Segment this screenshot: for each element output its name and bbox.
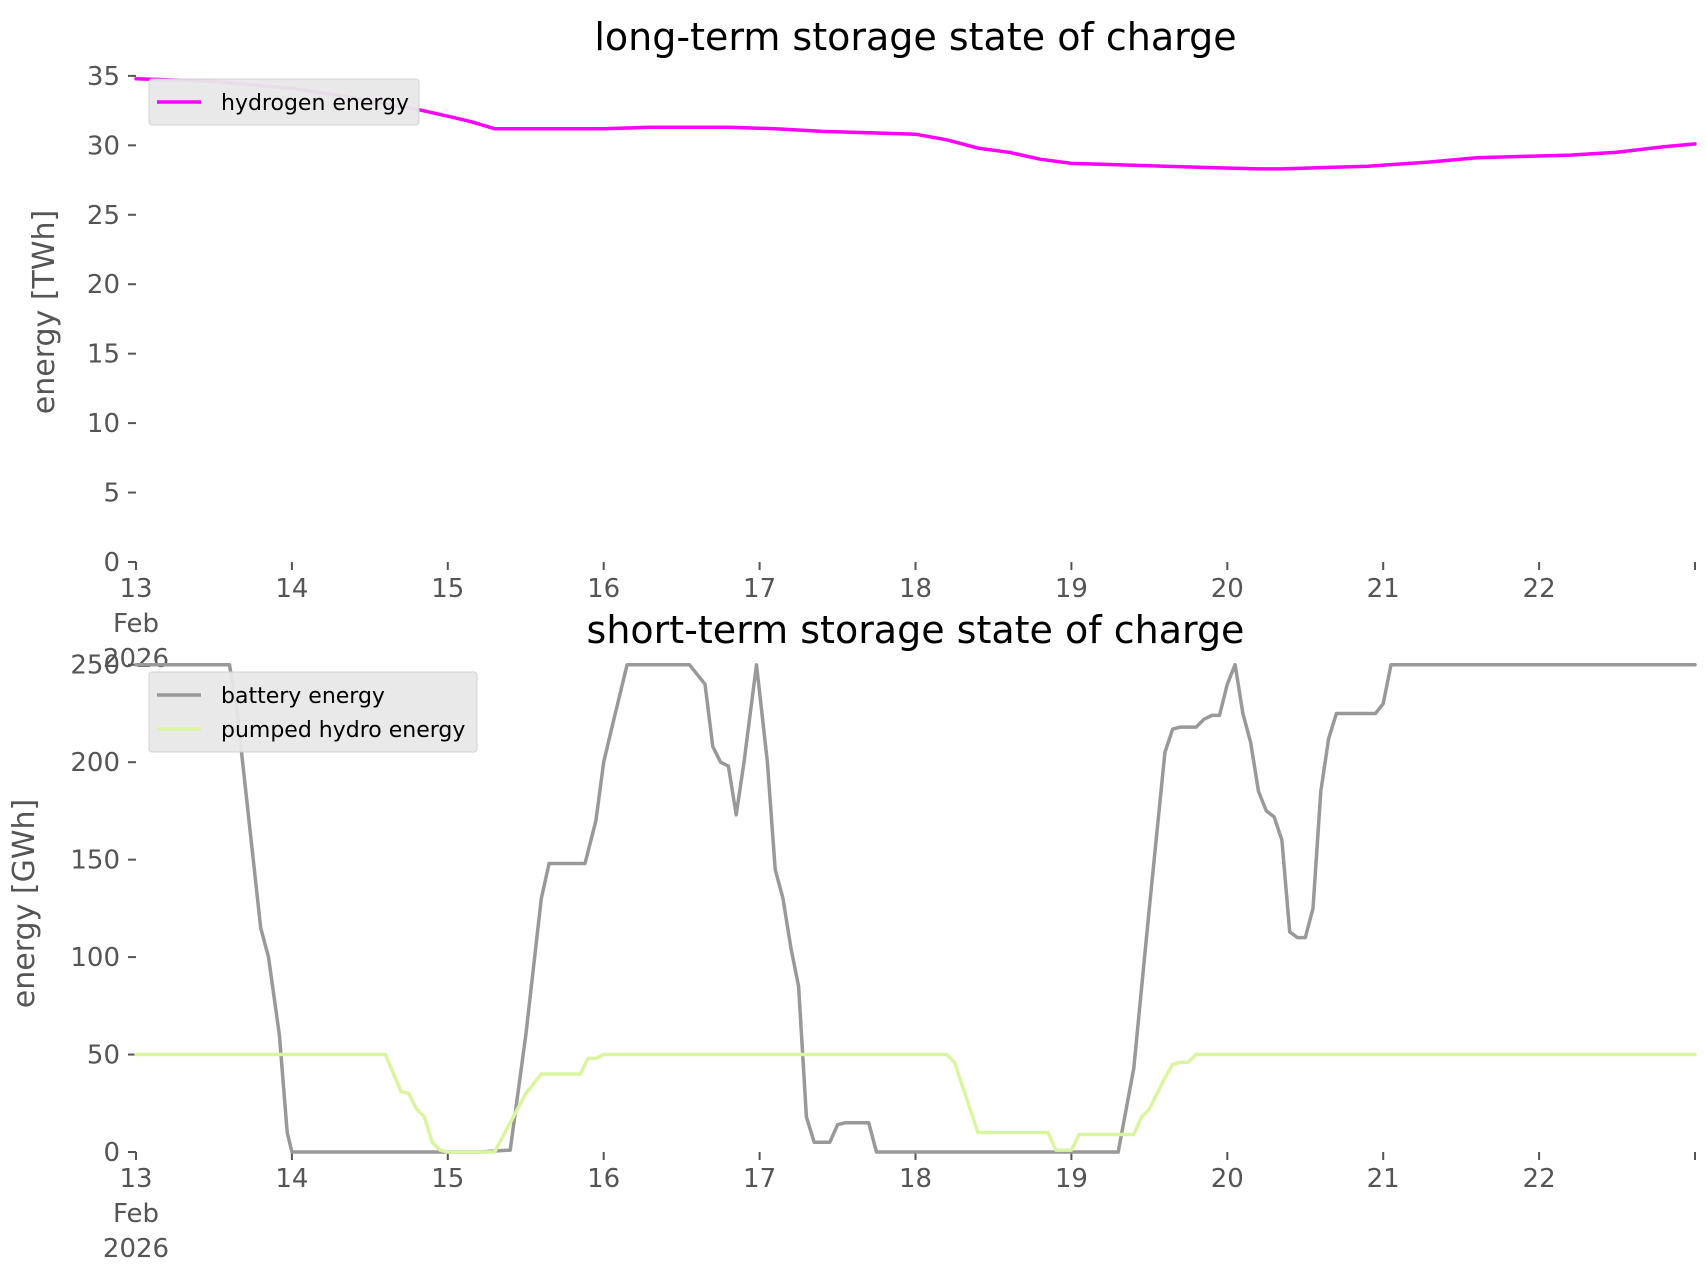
legend: hydrogen energy bbox=[148, 78, 420, 126]
y-axis-label: energy [GWh] bbox=[7, 799, 42, 1008]
legend-box bbox=[148, 78, 420, 126]
series-line bbox=[134, 76, 1697, 171]
y-tick-label: 25 bbox=[87, 201, 120, 231]
legend-label: battery energy bbox=[221, 684, 385, 709]
series-lines bbox=[134, 76, 1697, 171]
y-tick-label: 5 bbox=[103, 479, 120, 509]
x-tick-label: 21 bbox=[1367, 1164, 1400, 1194]
x-tick-label: 21 bbox=[1367, 574, 1400, 604]
x-tick-label: 20 bbox=[1211, 1164, 1244, 1194]
chart-title: short-term storage state of charge bbox=[587, 608, 1245, 652]
series-lines bbox=[134, 662, 1697, 1154]
x-tick-label: 14 bbox=[275, 574, 308, 604]
x-tick-label: 13 Feb 2026 bbox=[103, 574, 169, 674]
y-axis-label: energy [TWh] bbox=[27, 210, 62, 414]
y-tick-label: 30 bbox=[87, 131, 120, 161]
x-tick-label: 19 bbox=[1055, 1164, 1088, 1194]
x-tick-label: 16 bbox=[587, 574, 620, 604]
legend-label: hydrogen energy bbox=[221, 91, 409, 116]
x-tick-label: 18 bbox=[899, 1164, 932, 1194]
y-tick-label: 200 bbox=[70, 748, 120, 778]
chart-title: long-term storage state of charge bbox=[594, 15, 1236, 59]
y-tick-label: 50 bbox=[87, 1041, 120, 1071]
y-tick-label: 0 bbox=[103, 548, 120, 578]
x-tick-label: 15 bbox=[431, 574, 464, 604]
y-tick-label: 35 bbox=[87, 62, 120, 92]
x-tick-label: 16 bbox=[587, 1164, 620, 1194]
y-tick-label: 0 bbox=[103, 1138, 120, 1168]
legend-box bbox=[148, 671, 478, 753]
x-axis-ticks: 13 Feb 2026 14 15 16 17 18 19 20 21 22 bbox=[103, 562, 1696, 674]
series-line bbox=[134, 1052, 1697, 1154]
y-tick-label: 10 bbox=[87, 409, 120, 439]
legend: battery energy pumped hydro energy bbox=[148, 671, 478, 753]
y-tick-label: 20 bbox=[87, 270, 120, 300]
x-tick-label: 14 bbox=[275, 1164, 308, 1194]
x-tick-label: 22 bbox=[1523, 1164, 1556, 1194]
long-term-storage-chart: long-term storage state of charge energy… bbox=[27, 15, 1697, 674]
y-tick-label: 250 bbox=[70, 651, 120, 681]
x-axis-ticks: 13 Feb 2026 14 15 16 17 18 19 20 21 22 bbox=[103, 1152, 1696, 1264]
y-tick-label: 100 bbox=[70, 943, 120, 973]
x-tick-label: 13 Feb 2026 bbox=[103, 1164, 169, 1264]
x-tick-label: 18 bbox=[899, 574, 932, 604]
y-axis-ticks: 0 5 10 15 20 25 30 35 bbox=[87, 62, 136, 578]
y-axis-ticks: 0 50 100 150 200 250 bbox=[70, 651, 136, 1168]
y-tick-label: 15 bbox=[87, 340, 120, 370]
x-tick-label: 20 bbox=[1211, 574, 1244, 604]
x-tick-label: 17 bbox=[743, 574, 776, 604]
series-line bbox=[134, 662, 1697, 1154]
legend-label: pumped hydro energy bbox=[221, 718, 465, 743]
x-tick-label: 19 bbox=[1055, 574, 1088, 604]
short-term-storage-chart: short-term storage state of charge energ… bbox=[7, 608, 1697, 1264]
x-tick-label: 22 bbox=[1523, 574, 1556, 604]
x-tick-label: 17 bbox=[743, 1164, 776, 1194]
y-tick-label: 150 bbox=[70, 846, 120, 876]
x-tick-label: 15 bbox=[431, 1164, 464, 1194]
